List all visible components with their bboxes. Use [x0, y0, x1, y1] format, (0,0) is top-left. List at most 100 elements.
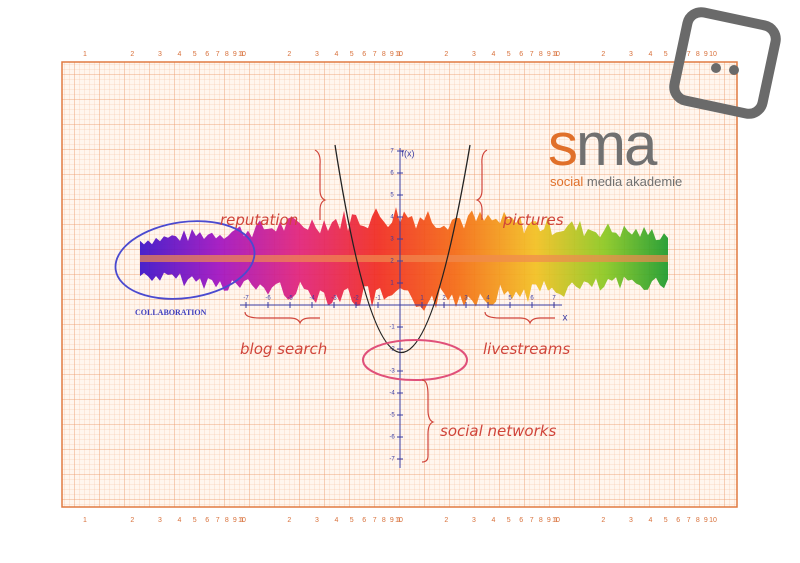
- log-scale-label: 9: [233, 517, 237, 524]
- log-scale-label: 1: [240, 51, 244, 58]
- annotation-livestreams: livestreams: [483, 340, 570, 358]
- log-scale-label: 7: [216, 51, 220, 58]
- log-scale-label: 5: [507, 517, 511, 524]
- log-scale-label: 2: [444, 517, 448, 524]
- log-scale-label: 3: [158, 517, 162, 524]
- log-scale-label: 8: [696, 517, 700, 524]
- log-scale-label: 2: [287, 51, 291, 58]
- log-scale-label: 4: [649, 51, 653, 58]
- log-scale-label: 4: [335, 517, 339, 524]
- log-scale-label: 6: [362, 517, 366, 524]
- log-scale-label: 3: [472, 51, 476, 58]
- log-scale-label: 4: [178, 51, 182, 58]
- log-scale-label: 5: [664, 517, 668, 524]
- log-scale-label: 6: [205, 517, 209, 524]
- y-tick-label: -4: [389, 391, 395, 397]
- x-tick-label: 7: [552, 296, 556, 302]
- log-scale-label: 8: [225, 517, 229, 524]
- log-scale-label: 4: [492, 517, 496, 524]
- y-tick-label: -5: [389, 413, 395, 419]
- log-scale-label: 5: [350, 517, 354, 524]
- tagline-social: social: [550, 174, 583, 189]
- log-scale-label: 3: [315, 51, 319, 58]
- log-scale-label: 2: [601, 51, 605, 58]
- log-scale-label: 9: [390, 51, 394, 58]
- log-scale-label: 2: [444, 51, 448, 58]
- log-scale-label: 3: [629, 517, 633, 524]
- log-scale-label: 1: [554, 51, 558, 58]
- x-tick-label: 2: [442, 296, 446, 302]
- log-scale-label: 9: [547, 517, 551, 524]
- log-scale-label: 9: [704, 517, 708, 524]
- y-tick-label: 7: [390, 149, 394, 155]
- log-scale-label: 5: [664, 51, 668, 58]
- y-tick-label: 5: [390, 193, 394, 199]
- log-scale-label: 8: [539, 51, 543, 58]
- log-scale-label: 10: [238, 517, 246, 524]
- log-scale-label: 8: [382, 51, 386, 58]
- parabola: [334, 144, 471, 353]
- log-scale-label: 4: [335, 51, 339, 58]
- log-scale-label: 7: [373, 517, 377, 524]
- x-tick-label: 4: [486, 296, 490, 302]
- log-scale-label: 5: [193, 51, 197, 58]
- log-scale-label: 3: [315, 517, 319, 524]
- logo-ma: ma: [576, 111, 658, 178]
- log-scale-label: 4: [178, 517, 182, 524]
- y-axis-label: f(x): [402, 148, 415, 158]
- log-scale-label: 7: [373, 51, 377, 58]
- log-scale-label: 10: [552, 517, 560, 524]
- x-tick-label: -6: [265, 296, 271, 302]
- log-scale-label: 8: [696, 51, 700, 58]
- annotation-blog-search: blog search: [240, 340, 327, 358]
- log-scale-label: 10: [552, 51, 560, 58]
- y-tick-label: 3: [390, 237, 394, 243]
- log-scale-label: 1: [83, 51, 87, 58]
- log-scale-label: 5: [193, 517, 197, 524]
- log-scales: 1 2 3 4 5 6 7 8 9 101 2 3 4 5 6 7 8 9 101 2 3 4 5 6 7 8 9 101 2 3 4 5 6 7…: [83, 51, 717, 524]
- annotation-reputation: reputation: [220, 211, 298, 229]
- log-scale-label: 10: [238, 51, 246, 58]
- tagline-rest: media akademie: [587, 174, 682, 189]
- x-tick-label: 5: [508, 296, 512, 302]
- logo-dot: [729, 65, 739, 75]
- log-scale-label: 7: [687, 517, 691, 524]
- x-tick-label: -1: [375, 296, 381, 302]
- logo-dot: [711, 63, 721, 73]
- log-scale-label: 1: [83, 517, 87, 524]
- log-scale-label: 9: [704, 51, 708, 58]
- y-tick-label: -3: [389, 369, 395, 375]
- log-scale-label: 1: [240, 517, 244, 524]
- log-scale-label: 9: [390, 517, 394, 524]
- logo-frame: [669, 7, 781, 119]
- log-scale-label: 7: [216, 517, 220, 524]
- x-tick-label: -7: [243, 296, 249, 302]
- log-scale-label: 7: [530, 517, 534, 524]
- collab-circle: [114, 220, 256, 300]
- log-scale-label: 10: [395, 51, 403, 58]
- x-tick-label: 6: [530, 296, 534, 302]
- log-scale-label: 2: [130, 517, 134, 524]
- y-tick-label: 2: [390, 259, 394, 265]
- log-scale-label: 7: [687, 51, 691, 58]
- log-scale-label: 1: [554, 517, 558, 524]
- braces: [244, 149, 555, 463]
- x-tick-label: 3: [464, 296, 468, 302]
- x-tick-label: 1: [420, 296, 424, 302]
- log-scale-label: 1: [397, 51, 401, 58]
- x-tick-label: -4: [309, 296, 315, 302]
- x-tick-label: -5: [287, 296, 293, 302]
- log-scale-label: 2: [601, 517, 605, 524]
- highlight-circle: [362, 339, 468, 381]
- log-scale-label: 10: [709, 517, 717, 524]
- log-scale-label: 9: [233, 51, 237, 58]
- annotation-social-networks: social networks: [440, 422, 556, 440]
- annotation-collaboration: COLLABORATION: [135, 308, 207, 317]
- log-scale-label: 3: [158, 51, 162, 58]
- x-tick-label: -2: [353, 296, 359, 302]
- y-tick-label: 1: [390, 281, 394, 287]
- log-scale-label: 3: [472, 517, 476, 524]
- log-scale-label: 5: [507, 51, 511, 58]
- log-scale-label: 4: [492, 51, 496, 58]
